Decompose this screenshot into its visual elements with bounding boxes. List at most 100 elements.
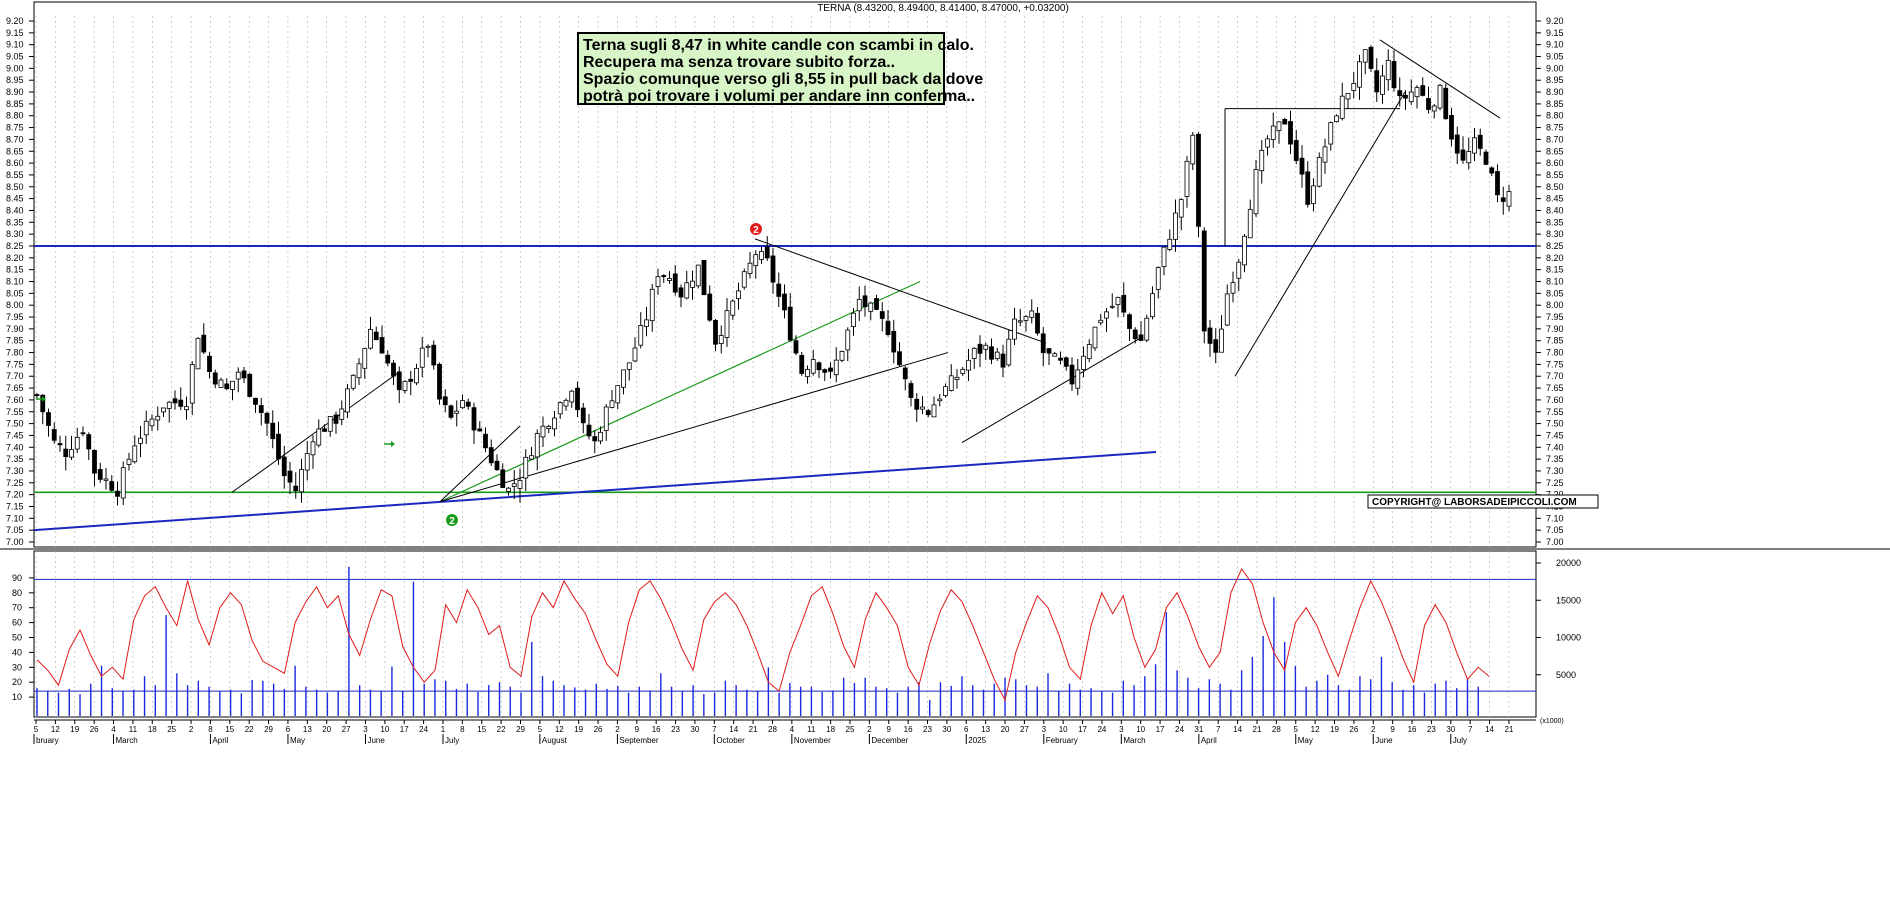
- annotation-line-2: Recupera ma senza trovare subito forza..: [583, 54, 895, 71]
- date-tick-label: 14: [1485, 725, 1494, 734]
- date-tick-label: 16: [1408, 725, 1417, 734]
- candle-white: [845, 329, 851, 351]
- candle-white: [632, 347, 638, 362]
- candle-white: [655, 276, 661, 287]
- candle-white: [1075, 369, 1081, 389]
- descending-trendline-right: [1379, 39, 1501, 119]
- candle-black: [1449, 115, 1454, 140]
- date-tick-label: 8: [208, 725, 213, 734]
- date-tick-label: 24: [1097, 725, 1106, 734]
- candle-white: [851, 312, 856, 327]
- candle-black: [891, 330, 897, 353]
- candle-black: [661, 275, 667, 277]
- candle-black: [1305, 171, 1311, 205]
- candle-white: [1144, 317, 1150, 341]
- date-tick-label: 5: [1294, 725, 1299, 734]
- candle-white: [299, 469, 304, 493]
- candle-white: [684, 282, 690, 299]
- candle-white: [454, 410, 460, 414]
- candle-white: [649, 288, 655, 322]
- price-tick-label-right: 7.80: [1546, 348, 1564, 358]
- candle-white: [143, 420, 149, 436]
- date-tick-label: 8: [460, 725, 465, 734]
- black-trendline: [1234, 91, 1406, 377]
- date-tick-label: 5: [34, 725, 39, 734]
- date-tick-label: 16: [904, 725, 913, 734]
- price-tick-label-left: 7.35: [6, 454, 24, 464]
- candle-black: [1477, 134, 1483, 149]
- month-label: September: [619, 736, 658, 745]
- price-tick-label-left: 8.25: [6, 241, 24, 251]
- date-tick-label: 26: [90, 725, 99, 734]
- candle-black: [678, 287, 684, 298]
- candle-white: [667, 278, 672, 281]
- date-tick-label: 25: [846, 725, 855, 734]
- candle-black: [1127, 314, 1132, 329]
- osc-tick-label: 30: [12, 662, 22, 672]
- price-tick-label-left: 8.85: [6, 99, 24, 109]
- osc-tick-label: 10: [12, 692, 22, 702]
- candle-white: [1236, 261, 1242, 279]
- candle-black: [908, 383, 914, 398]
- candle-white: [805, 368, 810, 378]
- candle-black: [1207, 327, 1213, 344]
- month-label: May: [290, 736, 305, 745]
- candle-black: [57, 443, 63, 446]
- candle-white: [638, 325, 644, 346]
- price-tick-label-right: 7.10: [1546, 513, 1564, 523]
- candle-black: [408, 378, 414, 382]
- candle-black: [1391, 61, 1397, 89]
- month-label: March: [116, 736, 138, 745]
- price-tick-label-right: 8.05: [1546, 288, 1564, 298]
- candle-black: [977, 343, 983, 354]
- candle-black: [1489, 167, 1495, 174]
- price-tick-label-left: 7.75: [6, 359, 24, 369]
- price-tick-label-right: 8.00: [1546, 300, 1564, 310]
- date-tick-label: 28: [1272, 725, 1281, 734]
- date-tick-label: 15: [477, 725, 486, 734]
- candle-white: [626, 362, 632, 370]
- date-tick-label: 18: [826, 725, 835, 734]
- candle-white: [960, 368, 966, 374]
- candle-white: [1173, 212, 1178, 240]
- date-tick-label: 23: [923, 725, 932, 734]
- candle-black: [1063, 357, 1069, 367]
- candle-white: [523, 456, 529, 479]
- price-tick-label-left: 7.60: [6, 395, 24, 405]
- candle-white: [316, 428, 322, 446]
- price-tick-label-right: 7.90: [1546, 324, 1564, 334]
- date-tick-label: 6: [286, 725, 291, 734]
- volume-tick-label: 20000: [1556, 558, 1581, 568]
- candle-white: [1052, 353, 1058, 357]
- annotation-line-4: potrà poi trovare i volumi per andare in…: [583, 88, 975, 105]
- month-label: June: [367, 736, 385, 745]
- candle-white: [868, 302, 874, 312]
- candle-white: [856, 298, 862, 312]
- candle-white: [1431, 105, 1437, 112]
- candle-black: [63, 448, 69, 458]
- marker-green-label: 2: [449, 516, 455, 527]
- candle-black: [793, 340, 799, 354]
- candle-white: [983, 344, 989, 350]
- date-tick-label: 2: [615, 725, 620, 734]
- price-tick-label-right: 7.00: [1546, 537, 1564, 547]
- price-tick-label-right: 7.65: [1546, 383, 1564, 393]
- candle-black: [1201, 230, 1207, 332]
- osc-tick-label: 60: [12, 618, 22, 628]
- price-tick-label-right: 8.50: [1546, 182, 1564, 192]
- candle-white: [920, 406, 925, 410]
- black-trendline: [231, 371, 401, 493]
- candle-black: [1040, 333, 1046, 354]
- price-tick-label-left: 8.20: [6, 253, 24, 263]
- candle-white: [1092, 326, 1098, 349]
- annotation-box: Terna sugli 8,47 in white candle con sca…: [577, 32, 983, 105]
- price-tick-label-left: 7.65: [6, 383, 24, 393]
- candle-black: [115, 490, 120, 497]
- marker-green: 2: [446, 514, 458, 527]
- candle-black: [822, 369, 828, 373]
- date-tick-label: 16: [652, 725, 661, 734]
- candle-black: [1121, 294, 1127, 313]
- price-tick-label-right: 7.05: [1546, 525, 1564, 535]
- candle-white: [327, 416, 333, 432]
- volume-tick-label: 15000: [1556, 595, 1581, 605]
